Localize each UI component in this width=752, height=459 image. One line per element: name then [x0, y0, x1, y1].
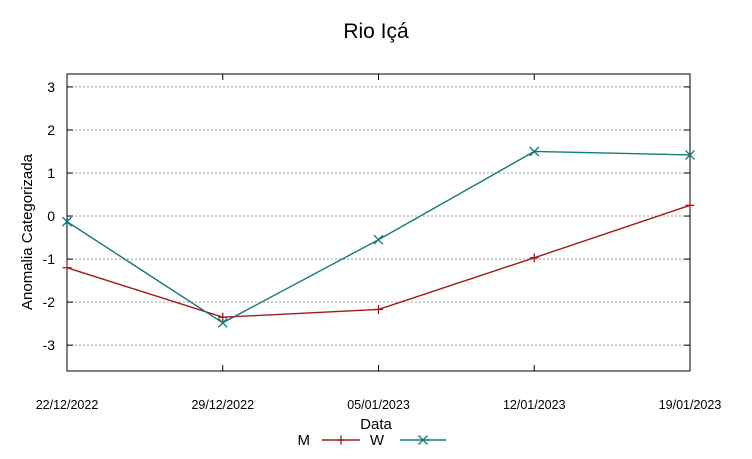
- x-tick-label: 29/12/2022: [191, 398, 254, 412]
- plot-frame: [66, 73, 691, 372]
- point-w: [62, 216, 72, 227]
- x-tick-label: 05/01/2023: [347, 398, 410, 412]
- x-tick-label: 19/01/2023: [659, 398, 722, 412]
- x-axis-label: Data: [360, 416, 392, 433]
- y-tick-label: 1: [47, 165, 55, 181]
- point-m: [685, 200, 695, 210]
- point-m: [62, 263, 72, 273]
- legend-label-w: W: [370, 432, 385, 449]
- y-tick-label: -1: [43, 251, 56, 267]
- point-m: [374, 304, 383, 314]
- point-m: [218, 312, 228, 322]
- point-w: [217, 317, 228, 328]
- point-w: [685, 149, 695, 160]
- y-tick-label: -2: [43, 294, 56, 310]
- point-w: [373, 234, 384, 245]
- y-tick-label: 3: [47, 79, 55, 95]
- y-axis-ticks: -3 -2 -1 0 1 2 3: [43, 79, 690, 353]
- y-axis-label: Anomalia Categorizada: [19, 153, 36, 310]
- y-tick-label: -3: [43, 337, 56, 353]
- chart-title: Rio Içá: [343, 20, 409, 43]
- legend-marker-m: [336, 435, 346, 445]
- point-m: [529, 253, 539, 263]
- y-tick-label: 0: [47, 208, 55, 224]
- y-tick-label: 2: [47, 122, 55, 138]
- series-layer: [62, 146, 695, 328]
- series-line-m: [66, 204, 691, 318]
- legend-label-m: M: [298, 432, 311, 449]
- x-tick-label: 12/01/2023: [503, 398, 566, 412]
- x-axis-ticks: 22/12/2022 29/12/2022 05/01/2023 12/01/2023…: [36, 74, 722, 412]
- point-w: [529, 146, 540, 157]
- x-tick-label: 22/12/2022: [36, 398, 99, 412]
- legend-marker-w: [418, 435, 428, 445]
